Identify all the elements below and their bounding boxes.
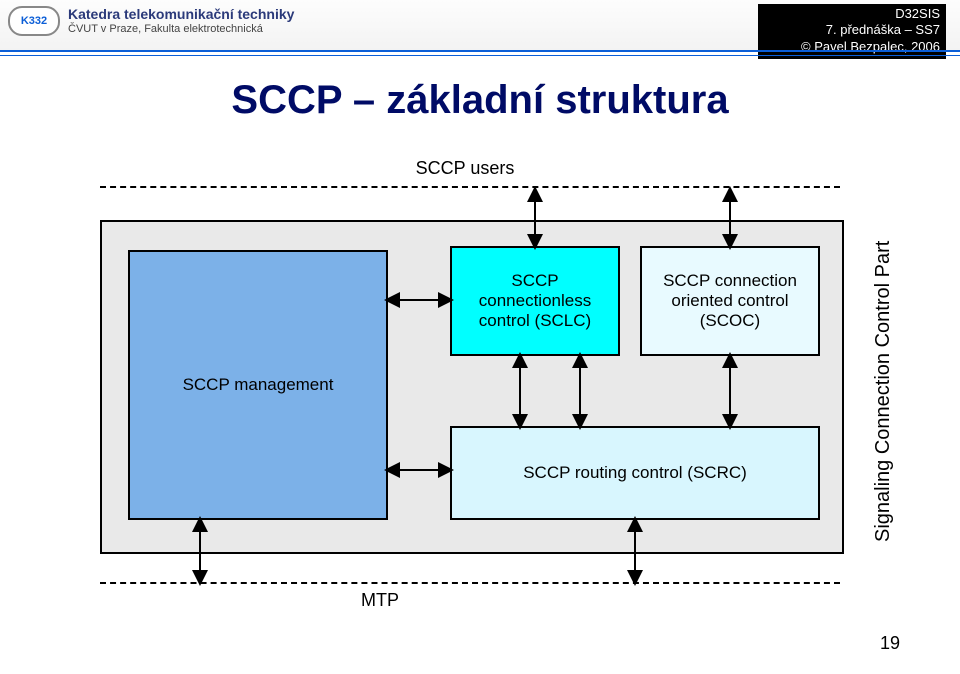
dept-block: Katedra telekomunikační techniky ČVUT v … (68, 7, 294, 34)
sccp-users-label: SCCP users (380, 158, 550, 179)
course-code: D32SIS (758, 6, 946, 22)
logo: K332 (8, 6, 60, 36)
header-rule-thick (0, 50, 960, 52)
sclc-box: SCCP connectionless control (SCLC) (450, 246, 620, 356)
author: © Pavel Bezpalec, 2006 (758, 39, 946, 55)
sccp-management-text: SCCP management (183, 375, 334, 395)
mtp-label: MTP (340, 590, 420, 611)
bottom-dashed-line (100, 582, 840, 584)
page-number: 19 (880, 633, 900, 654)
dept-sub: ČVUT v Praze, Fakulta elektrotechnická (68, 23, 294, 35)
side-vertical-label: Signaling Connection Control Part (872, 241, 895, 542)
header-left: K332 Katedra telekomunikační techniky ČV… (8, 6, 294, 36)
header-rule-thin (0, 55, 960, 56)
scrc-text: SCCP routing control (SCRC) (523, 463, 747, 483)
sclc-text: SCCP connectionless control (SCLC) (479, 271, 591, 331)
top-dashed-line (100, 186, 840, 188)
scrc-box: SCCP routing control (SCRC) (450, 426, 820, 520)
header: K332 Katedra telekomunikační techniky ČV… (0, 0, 960, 60)
diagram: SCCP users SCCP management SCCP connecti… (80, 150, 880, 620)
sccp-management-box: SCCP management (128, 250, 388, 520)
dept-name: Katedra telekomunikační techniky (68, 7, 294, 22)
scoc-text: SCCP connection oriented control (SCOC) (663, 271, 797, 331)
scoc-box: SCCP connection oriented control (SCOC) (640, 246, 820, 356)
slide-title: SCCP – základní struktura (0, 78, 960, 123)
lecture-title: 7. přednáška – SS7 (758, 22, 946, 38)
